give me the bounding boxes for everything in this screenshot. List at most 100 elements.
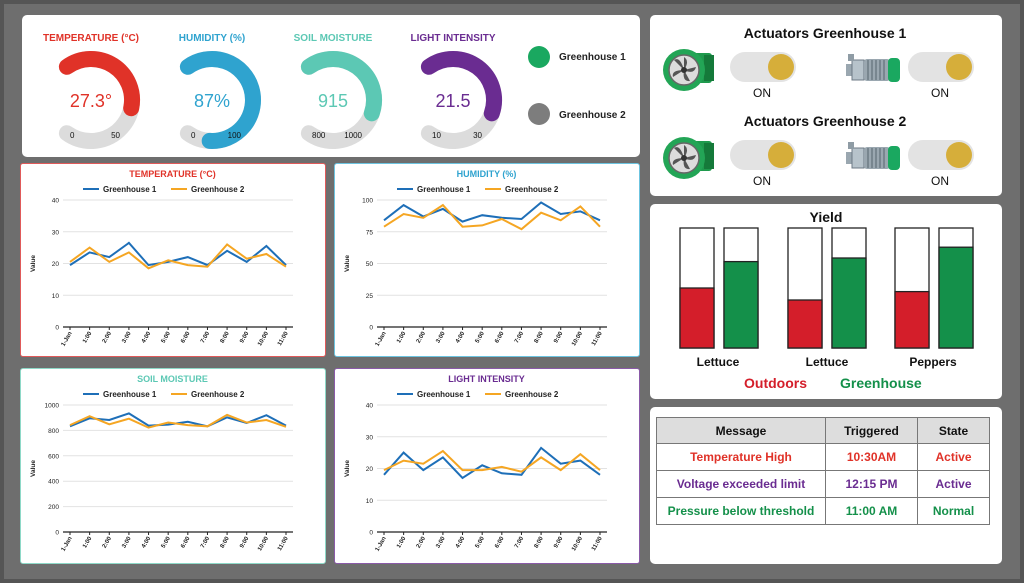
yield-bar-greenhouse <box>938 246 974 349</box>
x-tick-label: 6:00 <box>180 330 192 344</box>
x-tick-label: 1:00 <box>396 535 408 549</box>
humidity-chart-card: HUMIDITY (%) Greenhouse 1 Greenhouse 2 0 25 5… <box>334 163 640 357</box>
gauge-fill <box>58 50 140 117</box>
y-tick-label: 0 <box>55 530 59 537</box>
x-tick-label: 5:00 <box>161 330 173 344</box>
pump-gh1-toggle[interactable] <box>908 52 974 82</box>
legend-label: Greenhouse 1 <box>103 390 157 399</box>
y-tick-label: 40 <box>366 403 374 410</box>
y-tick-label: 800 <box>48 428 59 435</box>
y-axis-label: Value <box>30 460 37 477</box>
x-tick-label: 2:00 <box>416 535 428 549</box>
x-tick-label: 9:00 <box>239 535 251 549</box>
actuators-gh2-title: Actuators Greenhouse 2 <box>743 113 907 129</box>
x-tick-label: 1-Jan <box>375 331 388 348</box>
x-tick-label: 1-Jan <box>61 536 74 553</box>
chart-title: LIGHT INTENSITY <box>448 374 525 384</box>
pump-gh1-state: ON <box>931 86 949 100</box>
gauge: LIGHT INTENSITY 21.5 10 30 <box>411 33 502 149</box>
greenhouse-1-label: Greenhouse 1 <box>559 52 626 63</box>
y-tick-label: 100 <box>362 198 373 205</box>
y-tick-label: 20 <box>52 261 60 268</box>
gauge-max: 1000 <box>344 131 362 140</box>
series-line <box>383 201 601 223</box>
yield-group-label: Lettuce <box>805 355 849 369</box>
pump-gh2-state: ON <box>931 174 949 188</box>
table-row[interactable]: Pressure below threshold 11:00 AM Normal <box>656 497 990 525</box>
gauge-value: 87% <box>194 91 230 111</box>
toggle-knob <box>768 142 794 168</box>
chart-title: SOIL MOISTURE <box>137 374 208 384</box>
fan-gh1-state: ON <box>753 86 771 100</box>
x-tick-label: 3:00 <box>121 330 133 344</box>
yield-bar-greenhouse <box>723 260 759 349</box>
x-tick-label: 1-Jan <box>375 536 388 553</box>
gauge-value: 915 <box>318 91 348 111</box>
gauge-max: 100 <box>228 131 242 140</box>
greenhouse-2-dot[interactable] <box>528 103 550 125</box>
alert-message: Temperature High <box>656 443 826 471</box>
fan-gh1-toggle[interactable] <box>730 52 796 82</box>
pump-gh2-icon <box>846 142 900 170</box>
pump-gh2-toggle[interactable] <box>908 140 974 170</box>
gauge-min: 0 <box>191 131 196 140</box>
greenhouse-1-dot[interactable] <box>528 46 550 68</box>
table-row[interactable]: Temperature High 10:30AM Active <box>656 443 990 471</box>
y-tick-label: 0 <box>369 325 373 332</box>
gauge-value: 27.3° <box>70 91 112 111</box>
x-tick-label: 2:00 <box>102 330 114 344</box>
line-chart: SOIL MOISTURE Greenhouse 1 Greenhouse 2 0 20… <box>30 374 293 553</box>
toggle-knob <box>946 142 972 168</box>
toggle-knob <box>946 54 972 80</box>
x-tick-label: 3:00 <box>435 330 447 344</box>
x-tick-label: 1-Jan <box>61 331 74 348</box>
legend-label: Greenhouse 2 <box>505 390 559 399</box>
fan-gh2-toggle[interactable] <box>730 140 796 170</box>
x-tick-label: 5:00 <box>475 330 487 344</box>
gauge-title: SOIL MOISTURE <box>294 33 373 44</box>
x-tick-label: 2:00 <box>416 330 428 344</box>
legend-label: Greenhouse 2 <box>191 390 245 399</box>
alert-state: Active <box>917 443 990 471</box>
alert-triggered: 10:30AM <box>825 443 918 471</box>
gauge-min: 0 <box>70 131 75 140</box>
x-tick-label: 10:00 <box>571 535 584 552</box>
y-tick-label: 600 <box>48 453 59 460</box>
table-row[interactable]: Voltage exceeded limit 12:15 PM Active <box>656 470 990 498</box>
x-tick-label: 11:00 <box>591 330 604 347</box>
x-tick-label: 5:00 <box>475 535 487 549</box>
gauge: HUMIDITY (%) 87% 0 100 <box>179 33 261 149</box>
y-tick-label: 50 <box>366 261 374 268</box>
gauge: TEMPERATURE (°C) 27.3° 0 50 <box>43 33 140 149</box>
x-tick-label: 3:00 <box>121 535 133 549</box>
x-tick-label: 7:00 <box>200 330 212 344</box>
x-tick-label: 11:00 <box>277 330 290 347</box>
x-tick-label: 1:00 <box>82 330 94 344</box>
gauge-min: 800 <box>312 131 326 140</box>
gauge-max: 30 <box>473 131 482 140</box>
y-tick-label: 40 <box>52 198 60 205</box>
temperature-chart-card: TEMPERATURE (°C) Greenhouse 1 Greenhouse 2… <box>20 163 326 357</box>
legend-label: Greenhouse 2 <box>505 185 559 194</box>
yield-legend-outdoors: Outdoors <box>744 375 807 391</box>
yield-bar-outdoors <box>787 299 823 349</box>
line-chart: TEMPERATURE (°C) Greenhouse 1 Greenhouse 2… <box>30 169 293 348</box>
x-tick-label: 8:00 <box>220 535 232 549</box>
x-tick-label: 4:00 <box>455 330 467 344</box>
chart-title: TEMPERATURE (°C) <box>129 169 215 179</box>
x-tick-label: 7:00 <box>514 535 526 549</box>
x-tick-label: 7:00 <box>200 535 212 549</box>
gauge-min: 10 <box>432 131 441 140</box>
fan-gh2-icon <box>663 137 714 179</box>
header-message: Message <box>656 417 826 444</box>
y-axis-label: Value <box>344 460 351 477</box>
y-tick-label: 10 <box>52 293 60 300</box>
legend-label: Greenhouse 1 <box>103 185 157 194</box>
yield-legend-greenhouse: Greenhouse <box>840 375 922 391</box>
x-tick-label: 6:00 <box>180 535 192 549</box>
alert-triggered: 12:15 PM <box>825 470 918 498</box>
legend-label: Greenhouse 1 <box>417 390 471 399</box>
header-state: State <box>917 417 990 444</box>
x-tick-label: 4:00 <box>141 535 153 549</box>
